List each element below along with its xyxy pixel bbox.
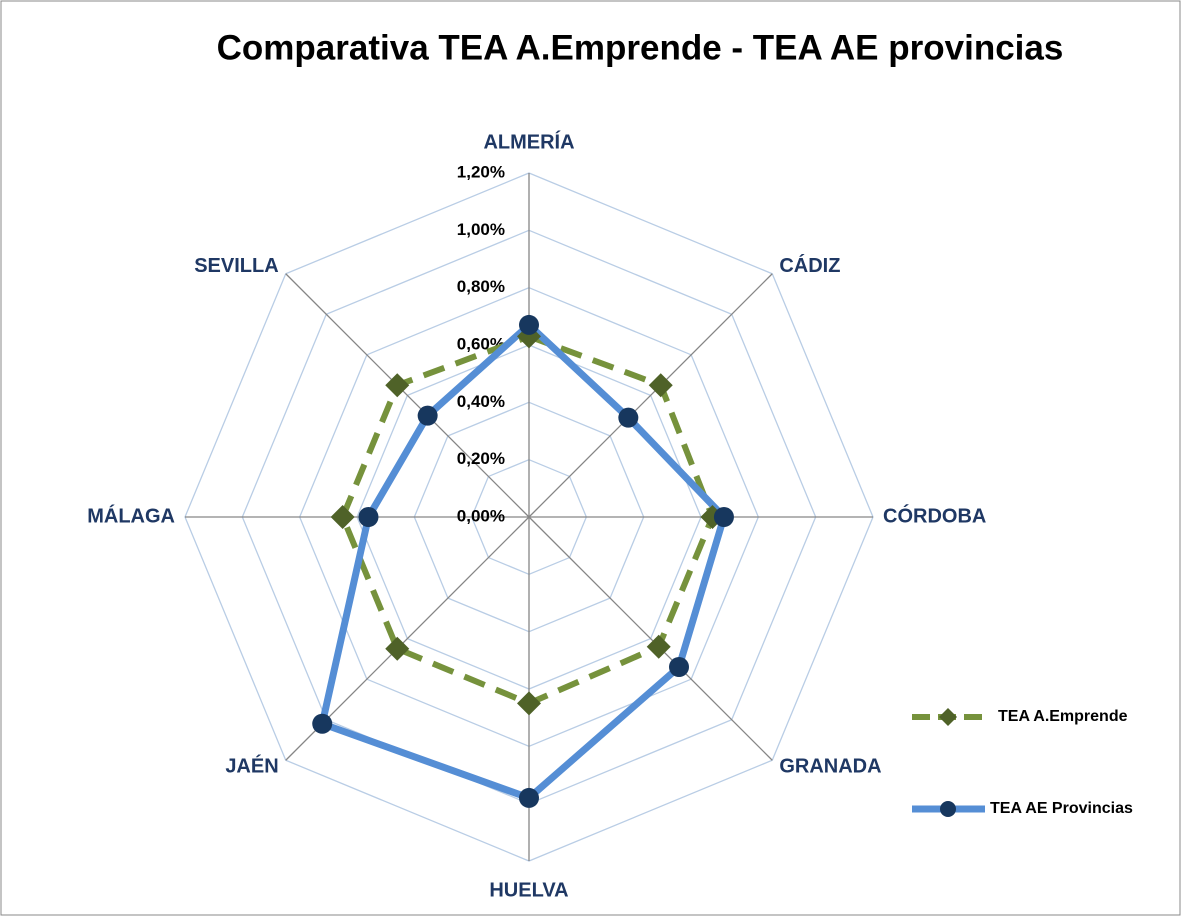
y-tick-label: 0,00% [457,506,505,525]
category-label: SEVILLA [194,255,278,277]
category-label: JAÉN [225,755,278,778]
category-label: GRANADA [779,756,881,778]
spoke [528,273,773,518]
legend-label: TEA A.Emprende [998,708,1128,725]
marker [669,657,690,678]
category-label: CÓRDOBA [883,503,986,527]
marker [646,634,671,659]
marker [358,507,379,527]
marker [517,691,541,716]
category-label: CÁDIZ [779,254,840,277]
marker [519,314,539,335]
spoke [285,273,530,518]
legend-marker [939,708,957,726]
marker [519,787,539,808]
marker [618,407,639,428]
y-tick-label: 0,40% [457,392,505,411]
chart-title: Comparativa TEA A.Emprende - TEA AE prov… [217,28,1064,67]
category-label: ALMERÍA [483,130,574,153]
legend-marker [940,801,956,817]
marker [385,373,410,398]
marker [385,636,410,661]
y-tick-label: 0,80% [457,277,505,296]
marker [648,373,673,398]
y-tick-label: 0,20% [457,449,505,468]
legend-label: TEA AE Provincias [990,800,1133,817]
marker [417,405,438,426]
category-label: HUELVA [489,879,568,901]
category-label: MÁLAGA [87,504,175,527]
marker [312,713,333,734]
marker [330,505,355,529]
y-tick-label: 1,00% [457,220,505,239]
y-tick-label: 1,20% [457,162,505,181]
spoke [528,516,773,761]
marker [713,507,734,527]
